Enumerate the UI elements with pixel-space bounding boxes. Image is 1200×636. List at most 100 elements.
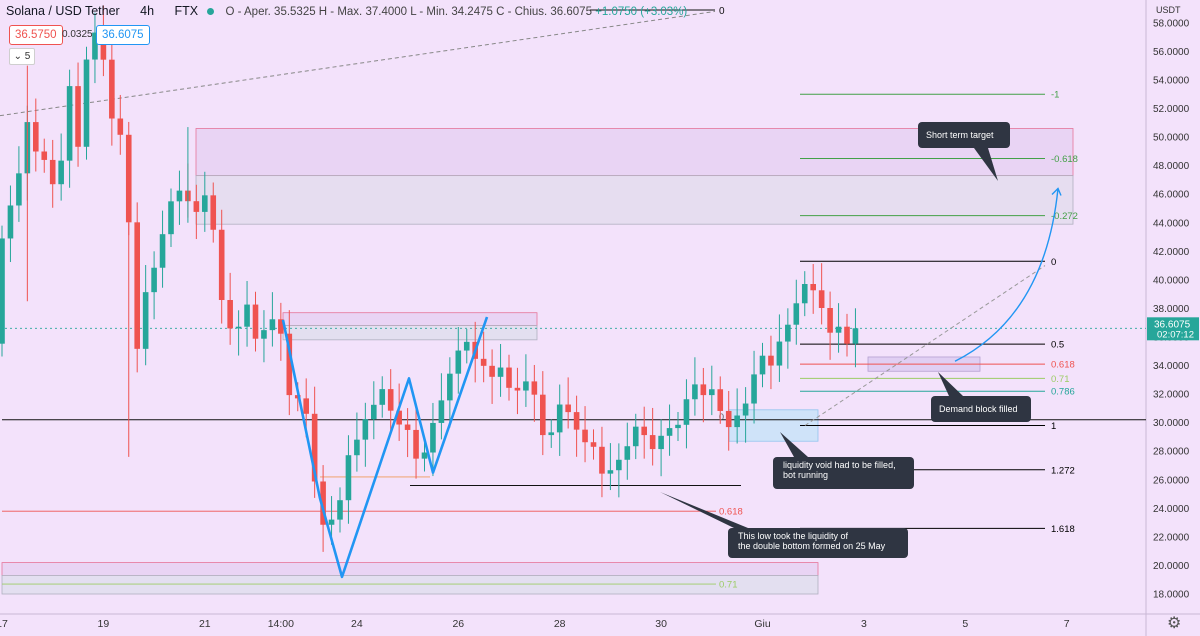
- market-status-icon: [207, 8, 215, 16]
- candle-body: [176, 190, 183, 202]
- candle-body: [252, 304, 259, 339]
- fib-label: 0: [1051, 257, 1056, 268]
- candle-body: [658, 435, 664, 450]
- last-price-tag: [1147, 317, 1199, 341]
- price-tick-label: 24.0000: [1153, 504, 1190, 515]
- candle-body: [844, 326, 850, 344]
- candle-body: [33, 122, 39, 152]
- time-tick-label: 5: [962, 618, 968, 630]
- gear-icon[interactable]: ⚙: [1167, 615, 1182, 632]
- callout-pointer: [938, 372, 963, 396]
- candle-body: [16, 173, 22, 206]
- last-price-countdown: 02:07:12: [1157, 329, 1194, 340]
- price-tick-label: 58.0000: [1153, 18, 1190, 29]
- candle-body: [396, 410, 402, 425]
- lower-fib-label: 0.618: [719, 507, 743, 518]
- demand-block-note-box[interactable]: [931, 396, 1031, 422]
- candle-body: [151, 267, 157, 293]
- fib-label: 0.5: [1051, 340, 1064, 351]
- low-gap-zone: [1, 575, 819, 595]
- double-bottom-note-box[interactable]: [728, 528, 908, 558]
- candle-body: [134, 222, 140, 349]
- mid-resistance-zone: [282, 312, 538, 326]
- candle-body: [556, 404, 563, 433]
- candle-body: [463, 341, 470, 351]
- fib-label: 1: [1051, 421, 1056, 432]
- candle-body: [193, 201, 200, 212]
- last-price-value: 36.6075: [1154, 319, 1191, 330]
- candle-body: [692, 384, 698, 400]
- small-fib-label: 0.5: [719, 412, 732, 422]
- spread-value: 0.0325: [62, 29, 93, 40]
- time-tick-label: 14:00: [268, 618, 294, 630]
- symbol-title[interactable]: Solana / USD Tether: [6, 4, 120, 18]
- candle-body: [227, 300, 233, 329]
- candle-body: [624, 446, 631, 460]
- fib-label: 1.618: [1051, 524, 1075, 535]
- time-axis[interactable]: [0, 614, 1146, 636]
- candle-body: [269, 319, 276, 331]
- callout-pointer: [660, 492, 748, 528]
- candle-body: [709, 389, 715, 396]
- candle-body: [379, 389, 386, 405]
- candle-body: [599, 446, 605, 474]
- candle-body: [100, 32, 107, 60]
- candle-body: [168, 201, 174, 235]
- price-tick-label: 22.0000: [1153, 532, 1190, 543]
- fib-label: -1: [1051, 90, 1059, 101]
- candle-body: [92, 32, 98, 60]
- candle-body: [793, 303, 800, 325]
- candle-body: [590, 442, 597, 447]
- price-tick-label: 44.0000: [1153, 218, 1190, 229]
- interval-label[interactable]: 4h: [140, 4, 155, 18]
- plot-area[interactable]: [0, 0, 1146, 614]
- candle-body: [506, 367, 512, 388]
- time-tick-label: 21: [199, 618, 211, 630]
- fib-label: 0.71: [1051, 374, 1070, 385]
- upper-gap-zone: [195, 175, 1074, 225]
- price-change: +1.0750 (+3.03%): [595, 6, 688, 18]
- candle-body: [202, 195, 208, 212]
- price-tick-label: 32.0000: [1153, 390, 1190, 401]
- lower-fib-label: 0.71: [719, 580, 738, 591]
- candle-body: [827, 307, 833, 333]
- double-bottom-note-text: This low took the liquidity of: [738, 531, 849, 541]
- sell-price-button[interactable]: 36.5750: [9, 25, 63, 45]
- callout-pointer: [780, 432, 808, 457]
- price-tick-label: 20.0000: [1153, 561, 1190, 572]
- short-term-target-note-box[interactable]: [918, 122, 1010, 148]
- liquidity-void-note-box[interactable]: [773, 457, 914, 489]
- indicators-toggle-button[interactable]: ⌄ 5: [9, 48, 35, 65]
- candle-body: [531, 381, 538, 395]
- time-tick-label: 17: [0, 618, 8, 630]
- candle-body: [371, 404, 377, 420]
- candle-body: [320, 481, 326, 525]
- candle-body: [83, 59, 90, 147]
- candle-body: [117, 118, 124, 135]
- arrow-head-icon: [1051, 187, 1062, 196]
- candle-body: [641, 426, 647, 436]
- buy-price-button[interactable]: 36.6075: [96, 25, 150, 45]
- upper-trend-label: 0: [719, 6, 725, 17]
- candle-body: [582, 429, 588, 443]
- candle-body: [649, 435, 656, 450]
- candle-body: [109, 59, 115, 119]
- candle-body: [286, 333, 293, 396]
- price-tick-label: 30.0000: [1153, 418, 1190, 429]
- candle-body: [438, 400, 445, 423]
- candle-body: [801, 284, 808, 304]
- upper-trend-line: [0, 10, 716, 117]
- candle-body: [717, 389, 724, 411]
- candle-body: [548, 432, 555, 436]
- candle-body: [413, 429, 419, 459]
- short-term-target-note-text: Short term target: [926, 130, 994, 140]
- liquidity-void-note-text: liquidity void had to be filled,: [783, 460, 896, 470]
- rising-trend-line: [804, 265, 1046, 426]
- chevron-down-icon: ⌄: [13, 51, 23, 62]
- time-tick-label: 24: [351, 618, 363, 630]
- candle-body: [142, 292, 149, 349]
- candle-body: [447, 373, 453, 401]
- candle-body: [328, 519, 335, 525]
- double-bottom-note-text: the double bottom formed on 25 May: [738, 541, 886, 551]
